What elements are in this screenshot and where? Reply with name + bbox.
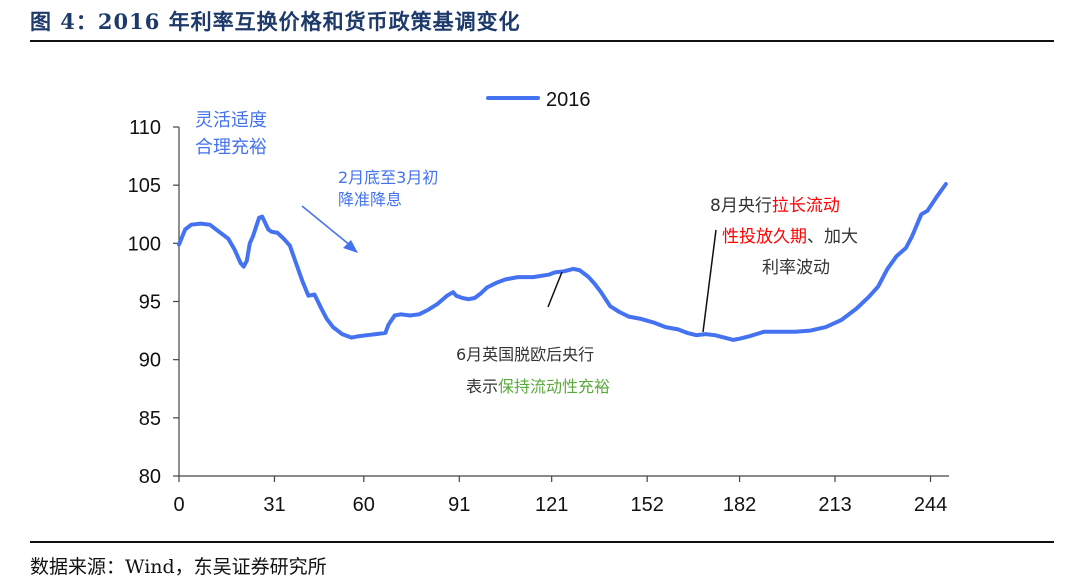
y-tick-label: 105 — [128, 175, 161, 197]
y-tick-label: 95 — [139, 292, 161, 314]
x-tick-label: 31 — [263, 494, 285, 516]
annotation-brexit-line2b: 保持流动性充裕 — [498, 377, 610, 396]
x-tick-label: 0 — [173, 494, 184, 516]
top-rule — [30, 40, 1054, 42]
annotation-aug-line3: 、加大 — [807, 227, 858, 247]
y-tick-label: 90 — [139, 350, 161, 372]
x-tick-label: 244 — [914, 494, 947, 516]
x-tick-label: 60 — [353, 494, 375, 516]
svg-text:表示保持流动性充裕: 表示保持流动性充裕 — [466, 377, 610, 396]
svg-text:8月央行拉长流动: 8月央行拉长流动 — [710, 196, 840, 216]
x-tick-label: 91 — [448, 494, 470, 516]
annotation-brexit-line1: 6月英国脱欧后央行 — [456, 345, 594, 364]
figure-title: 图 4：2016 年利率互换价格和货币政策基调变化 — [30, 9, 521, 34]
annotation-rrr-cut-arrow — [301, 205, 352, 247]
x-tick-label: 152 — [630, 494, 663, 516]
y-tick-label: 110 — [129, 117, 161, 139]
x-tick-label: 121 — [535, 494, 568, 516]
bottom-rule — [30, 541, 1054, 543]
y-tick-label: 100 — [128, 233, 161, 255]
legend-label: 2016 — [546, 89, 591, 111]
data-source: 数据来源：Wind，东吴证券研究所 — [30, 556, 327, 578]
annotation-aug-red2: 性投放久期 — [722, 227, 807, 247]
axes — [173, 126, 949, 482]
tick-labels: 80 85 90 95 100 105 110 0 31 60 91 121 152 182 213 244 — [128, 117, 948, 516]
annotation-rrr-cut-arrowhead — [343, 240, 358, 253]
series-line-2016 — [177, 182, 948, 342]
y-tick-label: 85 — [139, 408, 161, 430]
annotation-rrr-cut-line2: 降准降息 — [338, 190, 402, 209]
series-layer — [177, 182, 948, 342]
x-tick-label: 182 — [723, 494, 756, 516]
annotations: 灵活适度 合理充裕 2月底至3月初 降准降息 8月央行拉长流动 性投放久期、加大… — [195, 110, 858, 396]
x-tick-label: 213 — [818, 494, 851, 516]
y-tick-label: 80 — [139, 466, 161, 488]
annotation-brexit-pointer — [547, 271, 563, 308]
svg-text:性投放久期、加大: 性投放久期、加大 — [722, 227, 858, 247]
annotation-policy-line2: 合理充裕 — [195, 137, 267, 158]
legend: 2016 — [486, 89, 591, 111]
annotation-rrr-cut-line1: 2月底至3月初 — [338, 168, 438, 187]
annotation-aug-line4: 利率波动 — [762, 258, 830, 278]
annotation-aug-line1: 8月央行 — [710, 196, 772, 216]
annotation-aug-pointer — [702, 229, 717, 333]
annotation-brexit-line2a: 表示 — [466, 377, 498, 396]
annotation-policy-line1: 灵活适度 — [195, 110, 267, 131]
annotation-aug-red1: 拉长流动 — [772, 196, 840, 216]
